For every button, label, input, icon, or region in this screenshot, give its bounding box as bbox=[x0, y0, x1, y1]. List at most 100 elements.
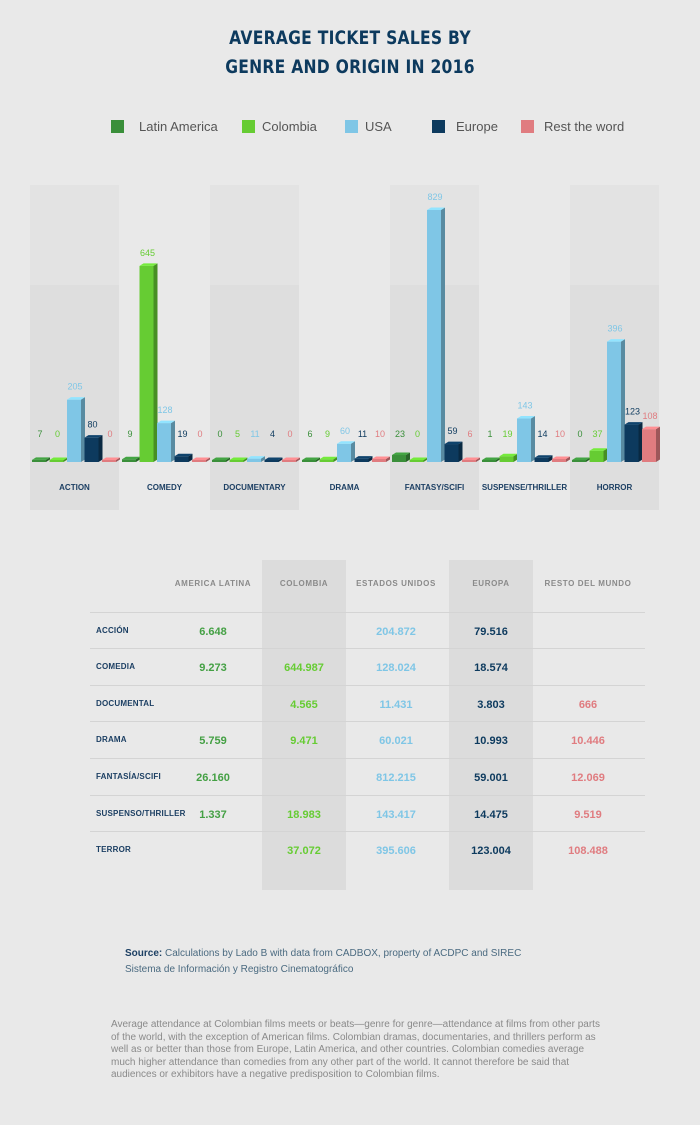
bar-rest-1 bbox=[192, 457, 210, 462]
bar-colombia-1 bbox=[139, 263, 158, 462]
legend-label-latin-america: Latin America bbox=[139, 119, 218, 134]
bar-colombia-2 bbox=[229, 457, 248, 462]
bar-rest-0 bbox=[102, 457, 120, 462]
value-label-latin-america-3: 6 bbox=[307, 429, 312, 439]
value-label-rest-4: 6 bbox=[467, 429, 472, 439]
table-row-label: DOCUMENTAL bbox=[96, 699, 155, 708]
table-header-america-latina: AMERICA LATINA bbox=[174, 579, 252, 588]
table-row-label: SUSPENSO/THRILLER bbox=[96, 809, 186, 818]
value-label-latin-america-1: 9 bbox=[127, 429, 132, 439]
table-cell: 5.759 bbox=[199, 735, 227, 747]
legend-label-rest: Rest the word bbox=[544, 119, 625, 134]
table-cell: 11.431 bbox=[379, 699, 413, 711]
value-label-rest-6: 108 bbox=[642, 411, 657, 421]
bar-rest-6 bbox=[642, 426, 660, 462]
bar-europe-6 bbox=[624, 422, 643, 462]
bar-europe-1 bbox=[174, 453, 193, 462]
bar-usa-2 bbox=[247, 456, 265, 462]
table-cell: 10.993 bbox=[474, 735, 508, 747]
bar-rest-2 bbox=[282, 457, 300, 462]
table-cell: 9.471 bbox=[290, 735, 318, 747]
value-label-usa-4: 829 bbox=[427, 192, 442, 202]
legend-swatch-rest bbox=[521, 120, 534, 133]
bar-usa-5 bbox=[517, 416, 535, 462]
table-row-divider bbox=[90, 831, 645, 832]
table-row-label: COMEDIA bbox=[96, 662, 136, 671]
column-band-colombia bbox=[262, 560, 346, 890]
value-label-usa-3: 60 bbox=[340, 426, 350, 436]
value-label-colombia-2: 5 bbox=[235, 429, 240, 439]
table-cell: 18.983 bbox=[287, 809, 321, 821]
table-row-label: ACCIÓN bbox=[96, 626, 129, 635]
genre-band-top-0 bbox=[30, 185, 119, 285]
bar-latin-america-2 bbox=[212, 457, 230, 462]
genre-band-top-2 bbox=[210, 185, 299, 285]
value-label-rest-2: 0 bbox=[287, 429, 292, 439]
table-cell: 143.417 bbox=[376, 809, 416, 821]
table-cell: 60.021 bbox=[379, 735, 413, 747]
bar-colombia-4 bbox=[409, 457, 428, 462]
value-label-colombia-4: 0 bbox=[415, 429, 420, 439]
table-cell: 6.648 bbox=[199, 626, 227, 638]
value-label-latin-america-2: 0 bbox=[217, 429, 222, 439]
table-cell: 9.519 bbox=[574, 809, 602, 821]
value-label-rest-3: 10 bbox=[375, 429, 385, 439]
table-cell: 812.215 bbox=[376, 772, 416, 784]
value-label-europe-3: 11 bbox=[358, 429, 367, 439]
value-label-colombia-5: 19 bbox=[502, 429, 512, 439]
legend-label-europe: Europe bbox=[456, 119, 498, 134]
bar-latin-america-0 bbox=[32, 457, 50, 462]
bar-colombia-0 bbox=[49, 457, 68, 462]
table-cell: 3.803 bbox=[477, 699, 505, 711]
table-cell: 123.004 bbox=[471, 845, 511, 857]
value-label-usa-1: 128 bbox=[157, 405, 172, 415]
table-row-divider bbox=[90, 648, 645, 649]
bar-europe-5 bbox=[534, 455, 553, 462]
bar-usa-4 bbox=[427, 207, 445, 462]
table-row-divider bbox=[90, 721, 645, 722]
table-cell: 1.337 bbox=[199, 809, 227, 821]
table-cell: 395.606 bbox=[376, 845, 416, 857]
value-label-usa-6: 396 bbox=[607, 324, 622, 334]
bar-colombia-3 bbox=[319, 456, 338, 462]
value-label-latin-america-0: 7 bbox=[37, 429, 42, 439]
table-header-estados-unidos: ESTADOS UNIDOS bbox=[356, 579, 436, 588]
bar-usa-3 bbox=[337, 441, 355, 462]
legend-swatch-usa bbox=[345, 120, 358, 133]
table-cell: 59.001 bbox=[474, 772, 508, 784]
bar-rest-3 bbox=[372, 456, 390, 462]
source-note: Source: Calculations by Lado B with data… bbox=[125, 946, 521, 978]
bar-usa-0 bbox=[67, 397, 85, 462]
category-label-suspense-thriller: SUSPENSE/THRILLER bbox=[482, 483, 568, 492]
table-row-label: DRAMA bbox=[96, 735, 127, 744]
category-label-horror: HORROR bbox=[597, 483, 633, 492]
value-label-europe-0: 80 bbox=[87, 420, 97, 430]
table-cell: 4.565 bbox=[290, 699, 318, 711]
legend-label-colombia: Colombia bbox=[262, 119, 317, 134]
value-label-europe-1: 19 bbox=[177, 429, 187, 439]
bar-europe-4 bbox=[444, 441, 463, 462]
legend-label-usa: USA bbox=[365, 119, 392, 134]
bar-latin-america-5 bbox=[482, 457, 500, 462]
value-label-rest-1: 0 bbox=[197, 429, 202, 439]
table-row-divider bbox=[90, 612, 645, 613]
table-cell: 18.574 bbox=[474, 662, 508, 674]
description-paragraph: Average attendance at Colombian films me… bbox=[111, 1019, 600, 1081]
table-cell: 666 bbox=[578, 699, 598, 711]
bar-europe-0 bbox=[84, 435, 103, 462]
table-cell: 79.516 bbox=[474, 626, 508, 638]
table-row-label: FANTASÍA/SCIFI bbox=[96, 772, 161, 781]
value-label-latin-america-5: 1 bbox=[487, 429, 492, 439]
value-label-rest-0: 0 bbox=[107, 429, 112, 439]
bar-usa-6 bbox=[607, 339, 625, 462]
value-label-latin-america-6: 0 bbox=[577, 429, 582, 439]
category-label-comedy: COMEDY bbox=[147, 483, 183, 492]
category-label-documentary: DOCUMENTARY bbox=[223, 483, 286, 492]
value-label-colombia-1: 645 bbox=[140, 248, 155, 258]
bar-europe-3 bbox=[354, 456, 373, 462]
table-cell: 12.069 bbox=[571, 772, 605, 784]
column-band-europa bbox=[449, 560, 533, 890]
table-cell: 9.273 bbox=[199, 662, 227, 674]
value-label-usa-2: 11 bbox=[250, 429, 259, 439]
